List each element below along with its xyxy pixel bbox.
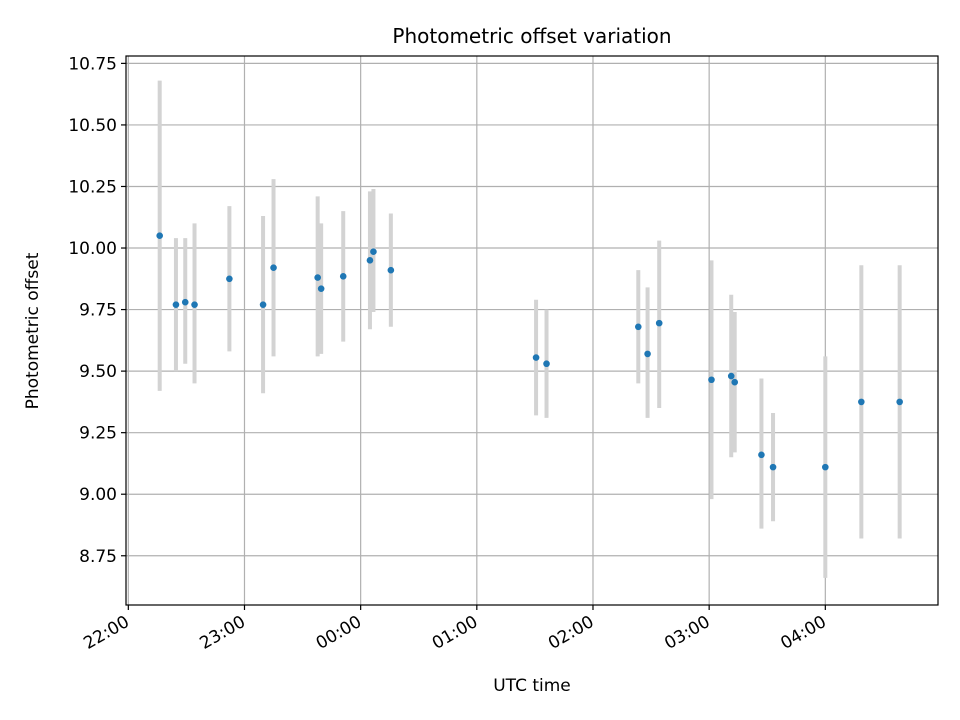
y-tick-label: 8.75 [79, 547, 117, 567]
y-tick-label: 10.50 [68, 116, 117, 136]
data-point [769, 463, 777, 471]
data-point [543, 360, 550, 368]
data-point [387, 266, 395, 274]
y-axis-ticks: 8.75 9.00 9.25 9.50 9.75 10.00 10.25 10.50 10.75 [68, 54, 126, 567]
y-axis-label: Photometric offset [23, 252, 43, 409]
data-point [181, 298, 189, 306]
y-tick-label: 9.25 [79, 424, 117, 444]
data-point [370, 248, 377, 256]
data-point [172, 301, 180, 308]
data-point [270, 264, 277, 272]
plot-area-frame [125, 55, 939, 606]
data-point [896, 398, 903, 406]
y-tick-label: 9.50 [79, 362, 117, 382]
data-point [532, 354, 540, 361]
data-point [156, 232, 163, 240]
data-point [644, 350, 651, 358]
data-point [259, 301, 267, 308]
data-point [822, 463, 829, 471]
data-point [708, 376, 715, 384]
y-tick-label: 10.25 [68, 177, 117, 197]
data-point [314, 274, 321, 281]
data-point [191, 301, 198, 308]
x-axis-label: UTC time [493, 676, 571, 696]
y-tick-label: 10.75 [68, 54, 117, 74]
data-point [317, 285, 325, 292]
data-point [758, 451, 765, 459]
y-tick-label: 10.00 [68, 239, 117, 259]
data-point [731, 378, 739, 386]
data-points [156, 232, 903, 471]
data-point [655, 319, 663, 327]
data-point [858, 398, 865, 406]
y-tick-label: 9.75 [79, 301, 117, 321]
data-point [727, 372, 735, 380]
data-point [366, 257, 374, 264]
chart-title: Photometric offset variation [392, 24, 671, 48]
data-point [634, 323, 642, 331]
y-tick-label: 9.00 [79, 485, 117, 505]
data-point [226, 275, 233, 283]
data-point [339, 273, 347, 280]
